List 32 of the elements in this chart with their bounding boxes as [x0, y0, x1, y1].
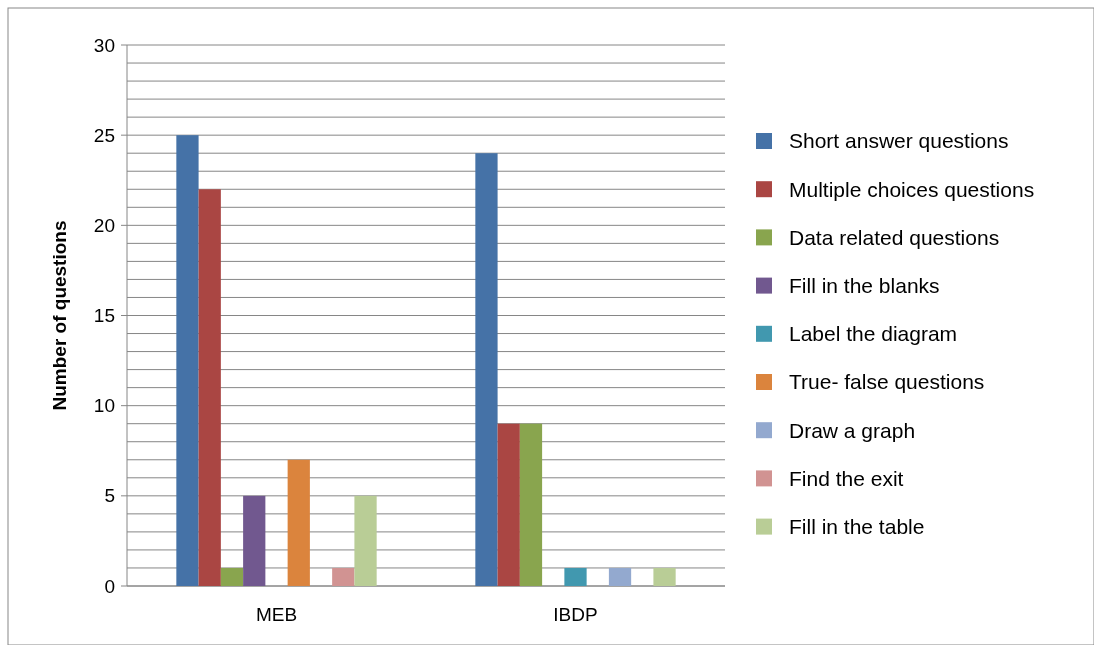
- legend-label: Short answer questions: [789, 129, 1009, 153]
- y-axis-title: Number of questions: [49, 220, 70, 411]
- y-tick-label: 20: [93, 214, 115, 236]
- bar: [354, 495, 377, 586]
- y-tick-label: 10: [93, 395, 115, 417]
- legend-label: Multiple choices questions: [789, 177, 1035, 201]
- legend-label: Find the exit: [789, 466, 904, 490]
- x-tick-label: MEB: [255, 604, 298, 625]
- y-tick-label: 0: [104, 575, 115, 597]
- bar: [287, 459, 310, 586]
- bar: [243, 495, 266, 586]
- bar: [220, 567, 244, 586]
- legend-label: Label the diagram: [789, 322, 958, 346]
- y-tick-label: 25: [93, 124, 115, 146]
- legend-label: True- false questions: [789, 370, 985, 394]
- legend-label: Draw a graph: [789, 418, 916, 442]
- bar: [475, 153, 498, 586]
- legend-label: Data related questions: [789, 225, 1000, 249]
- y-tick-label: 5: [104, 485, 115, 507]
- legend-label: Fill in the blanks: [789, 273, 940, 297]
- bar: [564, 567, 587, 586]
- y-tick-label: 15: [93, 305, 115, 327]
- y-tick-label: 30: [93, 34, 115, 56]
- bar: [608, 567, 632, 586]
- bar: [198, 189, 221, 586]
- bar: [519, 423, 543, 586]
- bar: [653, 567, 676, 586]
- bar: [176, 135, 199, 586]
- bar: [332, 567, 355, 586]
- x-tick-label: IBDP: [553, 604, 598, 625]
- bar: [497, 423, 520, 586]
- legend-label: Fill in the table: [789, 514, 925, 538]
